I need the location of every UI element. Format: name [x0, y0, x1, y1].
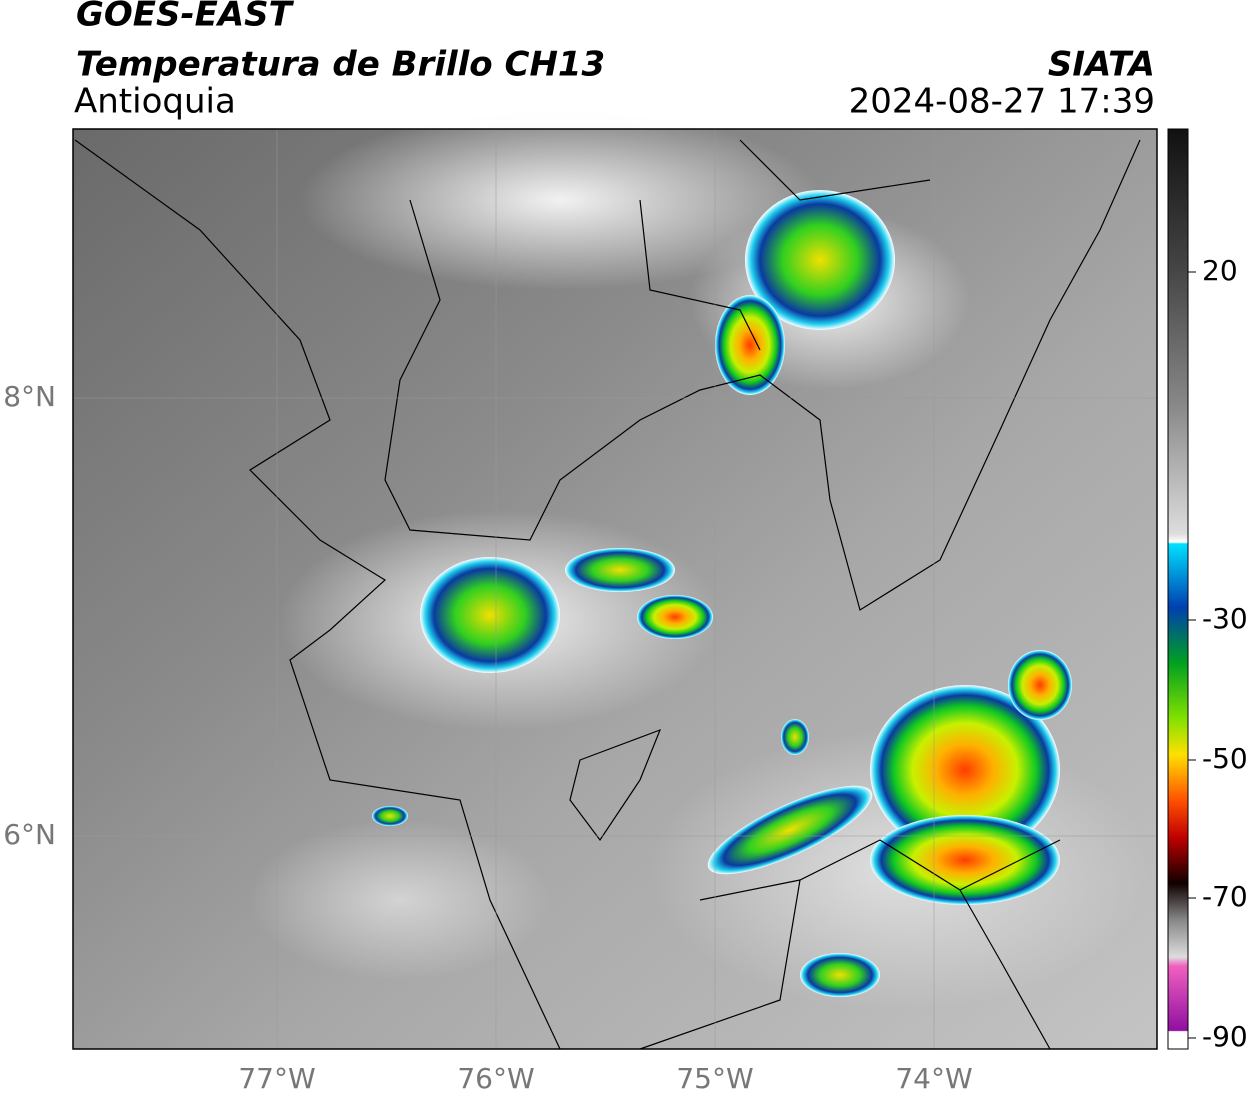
- lat-label: 8°N: [3, 380, 56, 413]
- product: Temperatura de Brillo CH13: [76, 45, 605, 85]
- colorbar-tick-label: 20: [1202, 254, 1238, 287]
- region: Antioquia: [74, 82, 236, 122]
- lon-label: 76°W: [457, 1062, 534, 1095]
- colorbar-tick-label: -70: [1202, 880, 1248, 913]
- title: GOES-EAST: [76, 0, 295, 35]
- lon-label: 74°W: [895, 1062, 972, 1095]
- lon-label: 77°W: [238, 1062, 315, 1095]
- lat-label: 6°N: [3, 818, 56, 851]
- source: SIATA: [1048, 45, 1155, 85]
- colorbar-tick-label: -30: [1202, 602, 1248, 635]
- colorbar-tick-label: -50: [1202, 742, 1248, 775]
- colorbar: [1167, 128, 1189, 1050]
- datetime: 2024-08-27 17:39: [849, 82, 1155, 122]
- lon-label: 75°W: [676, 1062, 753, 1095]
- satellite-image: [72, 110, 1158, 1050]
- colorbar-tick-label: -90: [1202, 1020, 1248, 1053]
